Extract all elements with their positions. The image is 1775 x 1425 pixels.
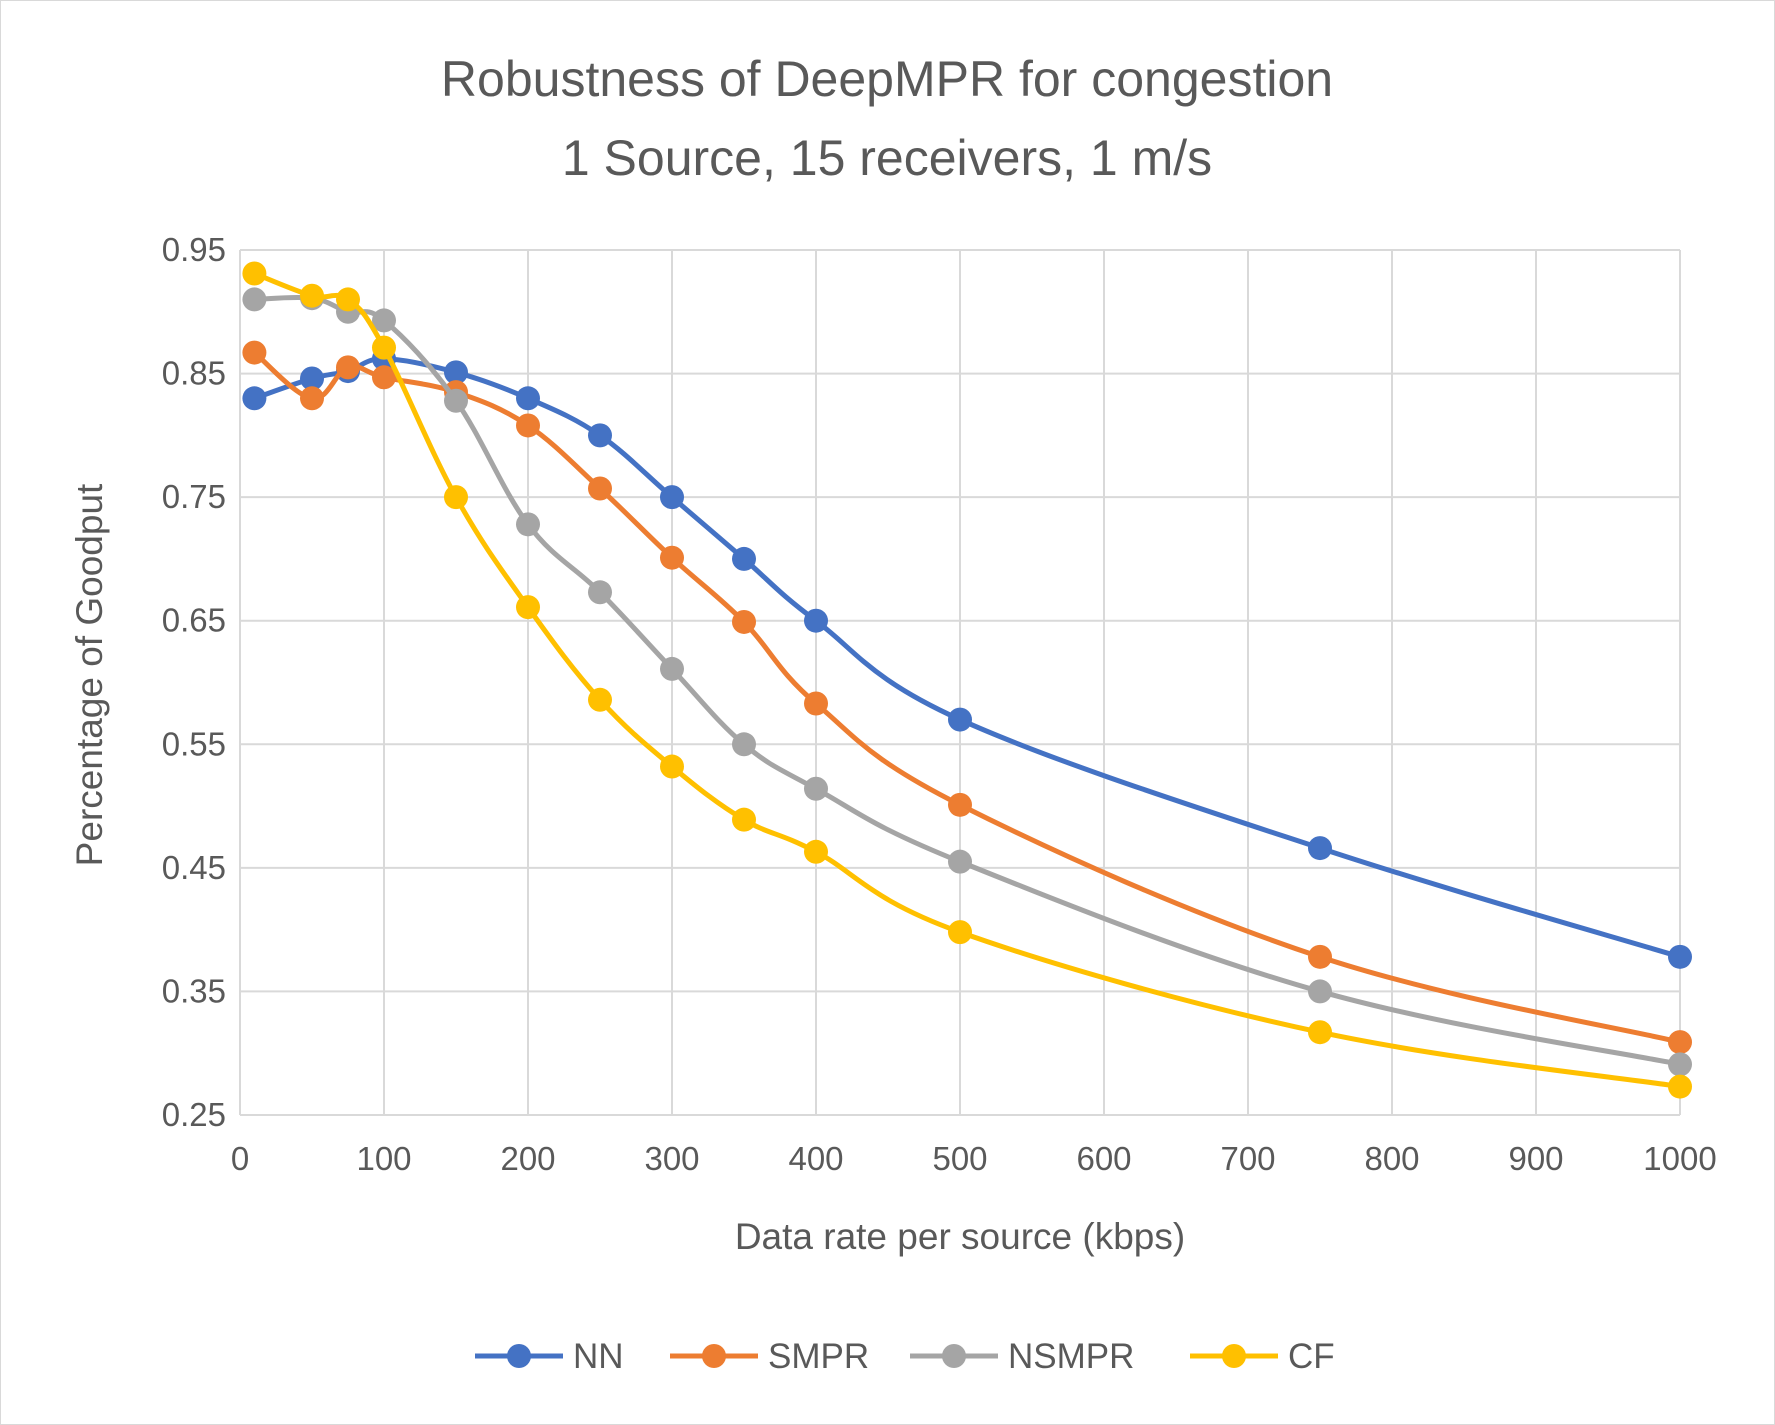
data-point-cf bbox=[588, 687, 612, 712]
y-tick-label: 0.25 bbox=[162, 1096, 226, 1133]
data-point-nsmpr bbox=[1668, 1052, 1692, 1077]
data-point-cf bbox=[300, 283, 324, 308]
data-point-nn bbox=[1668, 944, 1692, 969]
data-point-smpr bbox=[948, 792, 972, 817]
chart-title-line-2: 1 Source, 15 receivers, 1 m/s bbox=[562, 130, 1212, 186]
x-tick-label: 100 bbox=[356, 1140, 411, 1177]
grid-lines bbox=[239, 249, 1681, 1116]
axis-ticks: 0.25 0.35 0.45 0.55 0.65 0.75 0.85 0.95 0 100 200 3… bbox=[162, 231, 1717, 1177]
x-tick-label: 1000 bbox=[1643, 1140, 1716, 1177]
data-point-cf bbox=[804, 839, 828, 864]
data-point-nsmpr bbox=[372, 308, 396, 333]
data-point-nn bbox=[732, 546, 756, 571]
legend-swatch-marker bbox=[702, 1344, 726, 1368]
data-point-cf bbox=[948, 920, 972, 945]
legend-item-nn: NN bbox=[475, 1337, 624, 1376]
data-point-nsmpr bbox=[660, 656, 684, 681]
legend-label: SMPR bbox=[768, 1337, 869, 1376]
data-point-nsmpr bbox=[516, 512, 540, 537]
x-tick-label: 500 bbox=[932, 1140, 987, 1177]
data-point-smpr bbox=[372, 365, 396, 390]
data-point-smpr bbox=[242, 340, 267, 365]
data-point-nn bbox=[242, 386, 267, 411]
x-tick-label: 0 bbox=[231, 1140, 249, 1177]
x-tick-label: 200 bbox=[500, 1140, 555, 1177]
legend: NN SMPR NSMPR CF bbox=[475, 1337, 1335, 1376]
data-point-cf bbox=[336, 287, 360, 312]
series-cf bbox=[242, 261, 1692, 1099]
legend-label: CF bbox=[1288, 1337, 1335, 1376]
data-point-smpr bbox=[516, 413, 540, 438]
legend-item-nsmpr: NSMPR bbox=[910, 1337, 1134, 1376]
x-tick-label: 700 bbox=[1220, 1140, 1275, 1177]
data-point-nn bbox=[444, 360, 468, 385]
y-tick-label: 0.75 bbox=[162, 478, 226, 515]
y-tick-label: 0.85 bbox=[162, 355, 226, 392]
data-point-cf bbox=[242, 261, 267, 286]
series-line-nn bbox=[251, 356, 1683, 960]
data-point-cf bbox=[732, 807, 756, 832]
data-point-smpr bbox=[300, 386, 324, 411]
data-point-nsmpr bbox=[1308, 979, 1332, 1004]
data-point-nn bbox=[300, 366, 324, 391]
data-point-cf bbox=[516, 595, 540, 620]
data-point-cf bbox=[444, 485, 468, 510]
series-line-smpr bbox=[251, 350, 1683, 1045]
series-line-nsmpr bbox=[251, 294, 1683, 1067]
data-point-nsmpr bbox=[444, 388, 468, 413]
data-point-nsmpr bbox=[588, 580, 612, 605]
x-tick-label: 600 bbox=[1076, 1140, 1131, 1177]
data-point-nn bbox=[660, 485, 684, 510]
data-point-nn bbox=[948, 707, 972, 732]
data-point-smpr bbox=[1668, 1030, 1692, 1055]
data-point-smpr bbox=[1308, 944, 1332, 969]
y-tick-label: 0.45 bbox=[162, 849, 226, 886]
data-point-nn bbox=[804, 608, 828, 633]
y-axis-label: Percentage of Goodput bbox=[69, 483, 110, 866]
legend-item-smpr: SMPR bbox=[670, 1337, 869, 1376]
y-tick-label: 0.95 bbox=[162, 231, 226, 268]
data-point-smpr bbox=[804, 691, 828, 716]
legend-label: NN bbox=[573, 1337, 624, 1376]
data-point-smpr bbox=[336, 355, 360, 380]
x-tick-label: 400 bbox=[788, 1140, 843, 1177]
legend-label: NSMPR bbox=[1008, 1337, 1134, 1376]
data-point-nsmpr bbox=[804, 776, 828, 801]
series-nn bbox=[242, 346, 1692, 969]
data-point-nn bbox=[588, 423, 612, 448]
data-point-nn bbox=[1308, 836, 1332, 861]
chart-title-line-1: Robustness of DeepMPR for congestion bbox=[441, 51, 1333, 107]
x-tick-label: 800 bbox=[1364, 1140, 1419, 1177]
data-point-nsmpr bbox=[948, 849, 972, 874]
legend-swatch-marker bbox=[942, 1344, 966, 1368]
data-point-cf bbox=[1668, 1074, 1692, 1099]
data-point-smpr bbox=[732, 609, 756, 634]
series-smpr bbox=[242, 340, 1692, 1055]
series-nsmpr bbox=[242, 286, 1692, 1077]
data-point-cf bbox=[660, 754, 684, 779]
data-point-nsmpr bbox=[732, 732, 756, 757]
data-point-nsmpr bbox=[242, 287, 267, 312]
legend-item-cf: CF bbox=[1190, 1337, 1335, 1376]
legend-swatch-marker bbox=[1222, 1344, 1246, 1368]
x-tick-label: 300 bbox=[644, 1140, 699, 1177]
y-tick-label: 0.35 bbox=[162, 972, 226, 1009]
data-point-nn bbox=[516, 386, 540, 411]
data-point-smpr bbox=[588, 476, 612, 501]
x-axis-label: Data rate per source (kbps) bbox=[735, 1216, 1185, 1257]
y-tick-label: 0.55 bbox=[162, 725, 226, 762]
legend-swatch-marker bbox=[507, 1344, 531, 1368]
data-point-smpr bbox=[660, 545, 684, 570]
series-lines bbox=[242, 261, 1692, 1099]
x-tick-label: 900 bbox=[1508, 1140, 1563, 1177]
data-point-cf bbox=[372, 335, 396, 360]
data-point-cf bbox=[1308, 1020, 1332, 1045]
y-tick-label: 0.65 bbox=[162, 602, 226, 639]
